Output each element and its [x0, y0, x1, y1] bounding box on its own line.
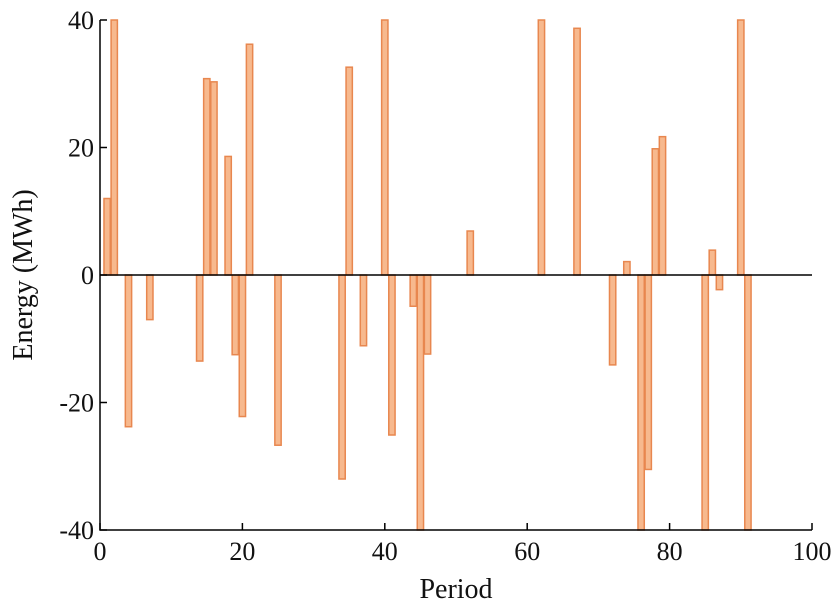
y-tick-group: 40 20 0 -20 -40	[59, 6, 107, 545]
bar-period-76	[637, 274, 646, 531]
bar-period-37	[359, 274, 368, 347]
y-tick-label: 0	[81, 261, 94, 290]
bar-period-18	[224, 155, 233, 276]
bar-period-45	[416, 274, 425, 531]
bar-period-44	[409, 274, 418, 307]
bar-period-7	[145, 274, 154, 321]
x-tick-group: 0 20 40 60 80 100	[94, 523, 832, 566]
bar-period-87	[715, 274, 724, 291]
bar-period-90	[736, 19, 745, 276]
x-tick-label: 60	[514, 537, 540, 566]
bar-period-4	[124, 274, 133, 428]
x-axis-label: Period	[419, 574, 492, 605]
bar-period-74	[622, 260, 631, 276]
bar-period-21	[245, 43, 254, 276]
bar-period-77	[644, 274, 653, 471]
y-axis-label: Energy (MWh)	[8, 189, 39, 360]
bar-period-62	[537, 19, 546, 276]
x-tick-label: 100	[793, 537, 832, 566]
bar-period-40	[380, 19, 389, 276]
bar-period-72	[608, 274, 617, 366]
bar-period-34	[338, 274, 346, 480]
x-tick-label: 0	[94, 537, 107, 566]
bar-period-79	[658, 135, 667, 276]
bar-period-35	[345, 66, 354, 276]
bar-period-20	[238, 274, 247, 418]
bar-period-46	[423, 274, 432, 355]
bar-period-78	[651, 148, 660, 276]
bar-period-19	[231, 274, 240, 356]
y-tick-label: 40	[68, 6, 94, 35]
bar-period-67	[573, 27, 581, 276]
bar-period-15	[202, 77, 211, 276]
y-tick-label: -40	[59, 516, 94, 545]
x-tick-label: 40	[372, 537, 398, 566]
bar-period-41	[388, 274, 396, 436]
bar-period-91	[744, 274, 752, 531]
bar-period-14	[195, 274, 204, 362]
bar-period-16	[210, 81, 218, 276]
y-tick-label: 20	[68, 134, 94, 163]
bar-period-1	[103, 197, 112, 276]
bar-period-85	[701, 274, 710, 531]
bar-period-25	[274, 274, 282, 446]
x-tick-label: 80	[657, 537, 683, 566]
x-tick-label: 20	[229, 537, 255, 566]
bar-period-52	[466, 230, 475, 276]
bar-period-2	[110, 19, 119, 276]
y-tick-label: -20	[59, 389, 94, 418]
bar-period-86	[708, 249, 717, 276]
bars-group	[103, 19, 752, 531]
